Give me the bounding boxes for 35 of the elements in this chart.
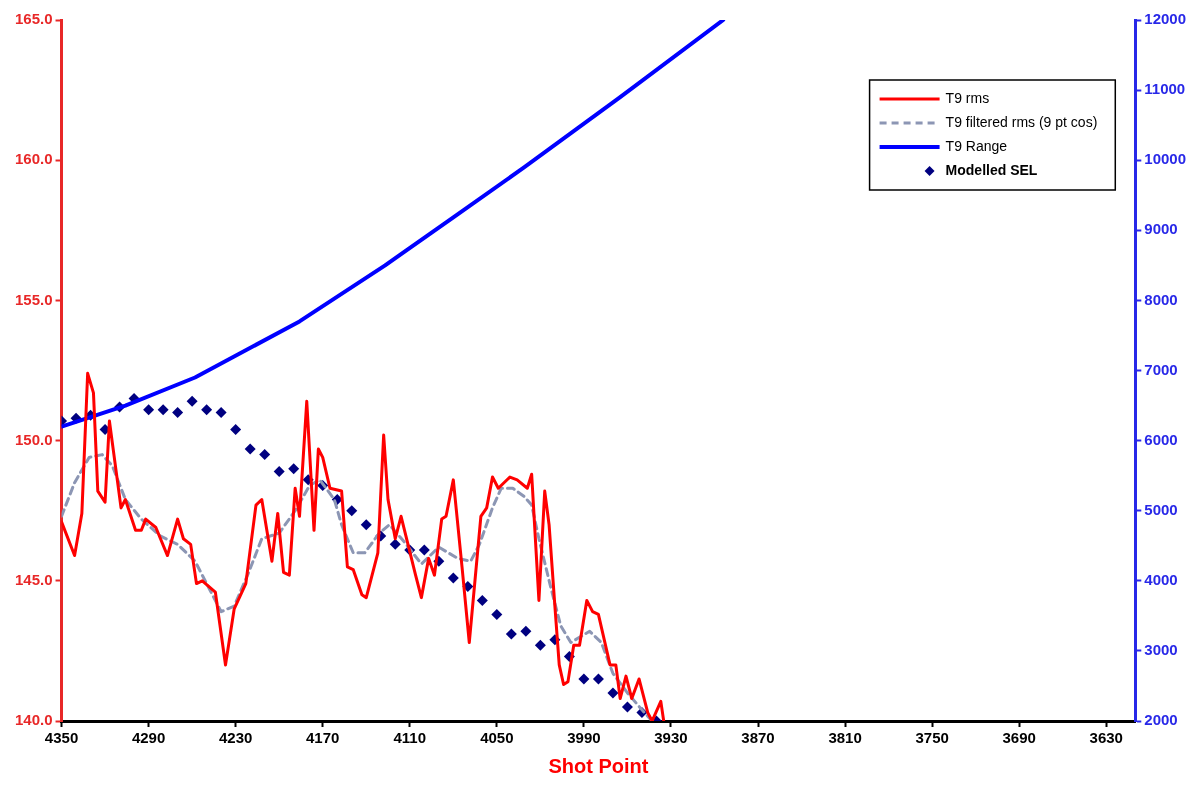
y2-tick-label: 2000 [1144,711,1178,729]
y2-tick-label: 7000 [1144,360,1178,378]
y-tick-label: 160.0 [14,150,53,168]
y2-tick-label: 12000 [1144,10,1187,28]
x-tick-label: 4350 [44,729,79,747]
y-tick-label: 150.0 [14,430,53,448]
y2-tick-label: 3000 [1144,641,1178,659]
y2-tick-label: 5000 [1144,500,1178,518]
y-tick-label: 140.0 [14,711,53,729]
legend-label: T9 rms [945,89,990,106]
y2-tick-label: 6000 [1144,430,1178,448]
legend-label: Modelled SEL [945,161,1038,178]
x-tick-label: 4290 [131,729,166,747]
x-tick-label: 4170 [306,729,340,747]
x-tick-label: 4110 [393,729,427,747]
y2-tick-label: 8000 [1144,290,1178,308]
y2-tick-label: 4000 [1144,570,1178,588]
y-tick-label: 165.0 [14,10,53,28]
x-tick-label: 4230 [218,729,253,747]
legend-label: T9 filtered rms (9 pt cos) [945,113,1098,130]
x-tick-label: 3630 [1089,729,1123,747]
x-tick-label: 3690 [1002,729,1036,747]
y2-tick-label: 9000 [1144,220,1178,238]
y2-tick-label: 10000 [1144,150,1187,168]
x-tick-label: 3990 [567,729,601,747]
y-tick-label: 145.0 [14,570,53,588]
x-tick-label: 3750 [915,729,949,747]
x-tick-label: 3870 [741,729,775,747]
x-axis-title: Shot Point [548,754,649,777]
x-tick-label: 3930 [654,729,688,747]
y-tick-label: 155.0 [14,290,53,308]
legend-label: T9 Range [945,137,1008,154]
x-tick-label: 4050 [480,729,514,747]
y2-tick-label: 11000 [1144,80,1186,98]
x-tick-label: 3810 [828,729,862,747]
